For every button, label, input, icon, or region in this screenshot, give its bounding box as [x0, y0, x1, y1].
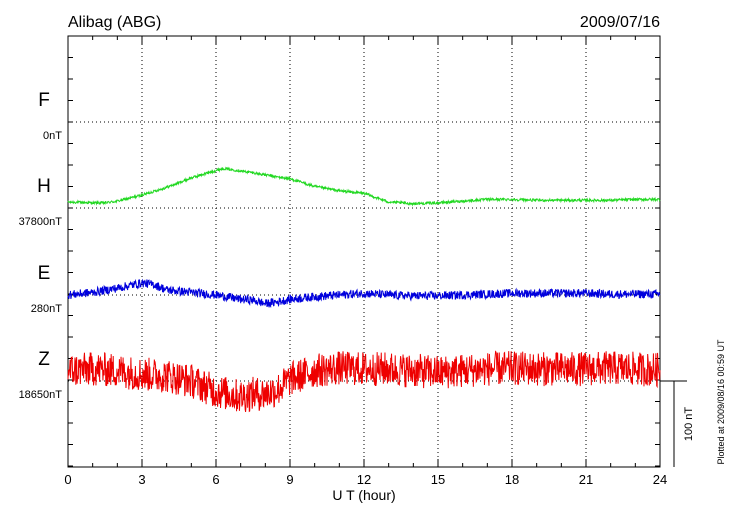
x-tick-label: 18 — [505, 472, 519, 487]
x-tick-label: 21 — [579, 472, 593, 487]
x-tick-label: 6 — [212, 472, 219, 487]
x-tick-label: 12 — [357, 472, 371, 487]
series-name-e: E — [38, 263, 51, 284]
series-line-h — [67, 166, 661, 207]
scale-bar: 100 nT — [660, 380, 695, 467]
series-line-e — [67, 278, 661, 308]
station-title: Alibag (ABG) — [68, 14, 161, 31]
x-tick-labels: 0 3 6 9 12 15 18 21 24 — [64, 472, 667, 487]
series-name-f: F — [38, 90, 50, 111]
series-labels: F 0nT H 37800nT E 280nT Z 18650nT — [19, 90, 63, 401]
series-baseline-e: 280nT — [31, 303, 62, 315]
axis-ticks — [67, 36, 661, 467]
x-tick-label: 15 — [431, 472, 445, 487]
x-axis-label: U T (hour) — [332, 487, 395, 503]
series-name-z: Z — [38, 349, 50, 370]
x-tick-label: 24 — [653, 472, 667, 487]
grid-lines — [68, 36, 660, 467]
plotted-note: Plotted at 2009/08/16 00:59 UT — [716, 339, 726, 465]
series-baseline-f: 0nT — [43, 130, 62, 142]
series-name-h: H — [37, 176, 51, 197]
series-lines — [67, 166, 661, 413]
date-title: 2009/07/16 — [580, 14, 660, 31]
series-line-z — [67, 350, 661, 413]
x-tick-label: 9 — [286, 472, 293, 487]
x-tick-label: 3 — [138, 472, 145, 487]
series-baseline-h: 37800nT — [19, 216, 63, 228]
series-baseline-z: 18650nT — [19, 389, 63, 401]
x-tick-label: 0 — [64, 472, 71, 487]
scale-bar-label: 100 nT — [683, 407, 695, 442]
